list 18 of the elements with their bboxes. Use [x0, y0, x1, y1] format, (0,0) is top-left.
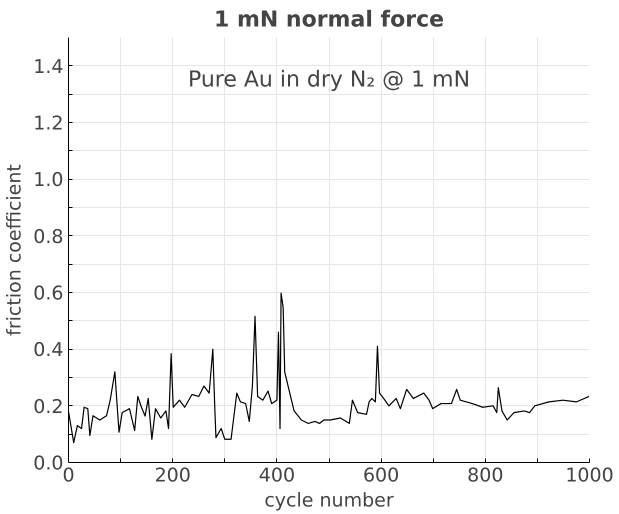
x-tick-label: 1000	[565, 464, 614, 486]
y-tick-label: 0.2	[33, 396, 64, 418]
x-tick-label: 400	[258, 464, 296, 486]
y-tick-label: 1.4	[33, 56, 64, 78]
y-tick-label: 0.8	[33, 226, 64, 248]
annotation: Pure Au in dry N₂ @ 1 mN	[188, 68, 470, 92]
x-tick-label: 800	[467, 464, 504, 486]
y-axis-title: friction coefficient	[3, 164, 26, 336]
x-tick-label: 0	[62, 464, 75, 486]
y-tick-label: 0.0	[33, 452, 64, 474]
y-tick-label: 0.4	[33, 339, 64, 362]
y-tick-label: 1.0	[33, 169, 64, 192]
chart-title: 1 mN normal force	[214, 8, 444, 32]
x-axis-title: cycle number	[264, 490, 394, 512]
x-tick-label: 600	[362, 464, 400, 486]
x-tick-label: 200	[154, 464, 191, 486]
y-tick-label: 1.2	[33, 112, 64, 134]
y-tick-label: 0.6	[33, 282, 64, 304]
